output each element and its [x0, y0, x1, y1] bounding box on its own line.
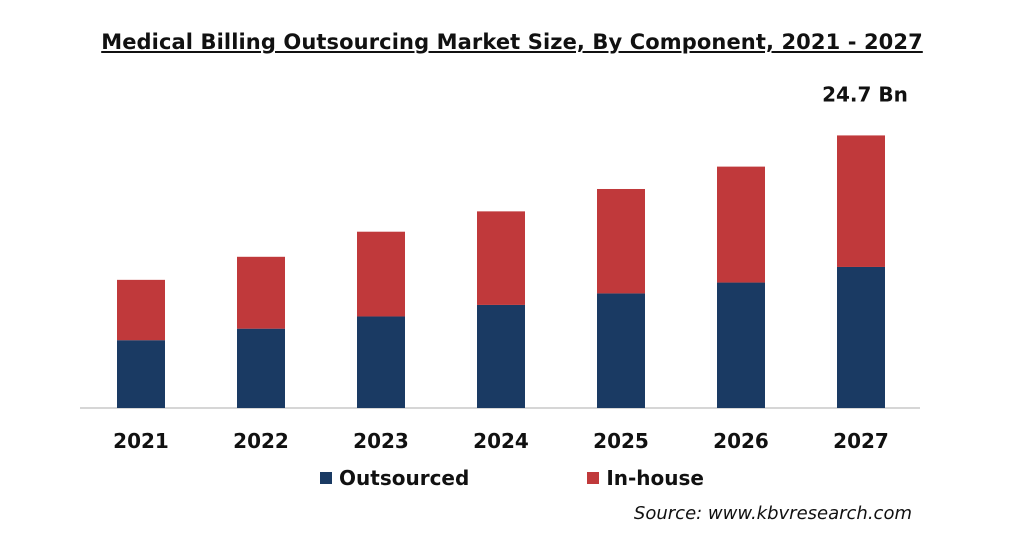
x-tick-label-2022: 2022: [233, 429, 289, 453]
x-tick-label-2025: 2025: [593, 429, 649, 453]
bar-outsourced-2023: [357, 316, 405, 408]
data-labels: 24.7 Bn: [822, 82, 908, 106]
x-tick-label-2026: 2026: [713, 429, 769, 453]
bar-outsourced-2024: [477, 304, 525, 408]
x-tick-label-2023: 2023: [353, 429, 409, 453]
legend-swatch-in-house: [587, 472, 600, 484]
bar-in-house-2023: [357, 231, 405, 317]
bar-outsourced-2022: [237, 328, 285, 408]
legend: Outsourced In-house: [0, 466, 1024, 490]
bar-group: [117, 135, 885, 408]
data-label-2027: 24.7 Bn: [822, 82, 908, 106]
bar-outsourced-2025: [597, 293, 645, 408]
bar-in-house-2024: [477, 211, 525, 305]
bar-in-house-2022: [237, 256, 285, 329]
x-tick-labels: 2021 2022 2023 2024 2025 2026 2027: [113, 429, 889, 453]
legend-swatch-outsourced: [320, 472, 333, 484]
legend-item-outsourced: Outsourced: [320, 466, 469, 490]
bar-outsourced-2026: [717, 282, 765, 408]
x-tick-label-2021: 2021: [113, 429, 169, 453]
x-tick-label-2024: 2024: [473, 429, 529, 453]
bar-in-house-2026: [717, 166, 765, 283]
x-tick-label-2027: 2027: [833, 429, 889, 453]
chart-title: Medical Billing Outsourcing Market Size,…: [101, 30, 923, 54]
bar-in-house-2025: [597, 188, 645, 294]
legend-item-in-house: In-house: [587, 466, 704, 490]
legend-label-in-house: In-house: [606, 466, 704, 490]
source-note: Source: www.kbvresearch.com: [633, 503, 912, 524]
bar-outsourced-2021: [117, 340, 165, 408]
bar-in-house-2027: [837, 135, 885, 267]
bar-in-house-2021: [117, 279, 165, 341]
legend-label-outsourced: Outsourced: [339, 466, 470, 490]
bar-outsourced-2027: [837, 266, 885, 408]
